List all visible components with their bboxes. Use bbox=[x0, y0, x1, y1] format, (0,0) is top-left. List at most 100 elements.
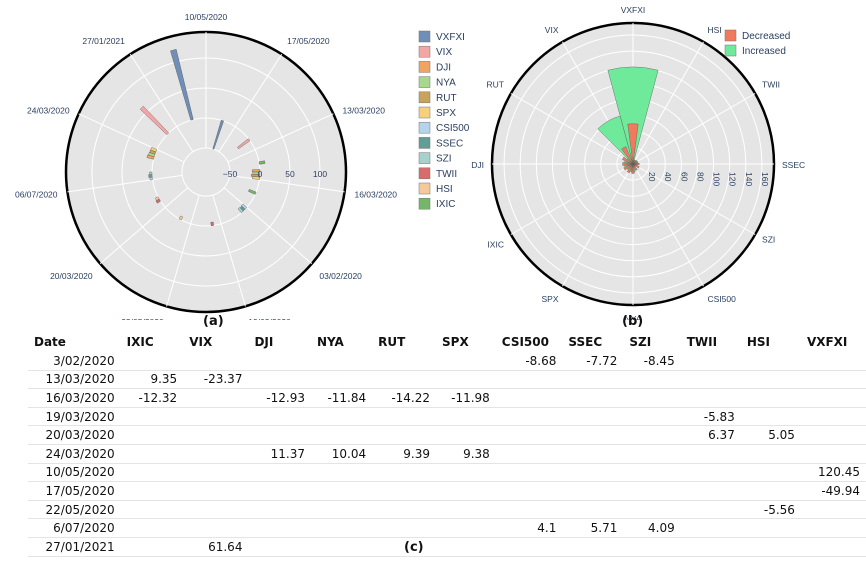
table-cell-vxfxi bbox=[800, 352, 866, 371]
table-cell-nya bbox=[310, 537, 373, 557]
table-cell-spx bbox=[436, 481, 496, 501]
table-cell-hsi: -5.56 bbox=[740, 500, 801, 520]
table-cell-ssec: 5.71 bbox=[562, 518, 624, 538]
bar-vxfxi-17-05-2020 bbox=[212, 119, 224, 150]
table-cell-szi bbox=[623, 388, 681, 408]
table-cell-csi500 bbox=[495, 463, 563, 483]
table-cell-ixic bbox=[120, 537, 184, 557]
table-cell-nya bbox=[310, 518, 373, 538]
table-cell-rut bbox=[372, 481, 437, 501]
table-cell-nya bbox=[310, 352, 373, 371]
angular-label: 27/01/2021 bbox=[82, 36, 125, 46]
radial-tick-label: 120 bbox=[728, 172, 738, 186]
legend-swatch-vxfxi bbox=[418, 30, 431, 43]
column-header-twii: TWII bbox=[686, 335, 718, 349]
table-row: 24/03/2020 11.37 10.04 9.39 9.38 bbox=[28, 444, 866, 464]
table-cell-dji bbox=[248, 352, 311, 371]
row-date-cell: 27/01/2021 bbox=[28, 537, 121, 557]
legend-label-vix: VIX bbox=[436, 47, 452, 58]
table-cell-dji bbox=[248, 463, 311, 483]
radial-tick-label: 20 bbox=[647, 172, 657, 182]
panel-label-a: (a) bbox=[203, 314, 224, 329]
bar-szi-03-02-2020 bbox=[237, 207, 244, 214]
table-cell-dji bbox=[248, 425, 311, 445]
table-cell-ssec: -7.72 bbox=[562, 352, 624, 371]
radial-tick-label: 50 bbox=[285, 169, 295, 179]
angular-label: 24/03/2020 bbox=[27, 106, 70, 116]
table-cell-nya bbox=[310, 425, 373, 445]
angular-label: 17/05/2020 bbox=[287, 36, 330, 46]
table-cell-csi500 bbox=[495, 500, 563, 520]
legend-swatch-hsi bbox=[418, 182, 431, 195]
angular-label: 13/03/2020 bbox=[342, 106, 385, 116]
category-label-szi: SZI bbox=[762, 235, 775, 245]
legend-swatch-szi bbox=[418, 152, 431, 164]
table-cell-csi500 bbox=[495, 388, 563, 408]
category-label-ssec: SSEC bbox=[782, 160, 805, 170]
table-cell-vxfxi bbox=[800, 388, 866, 408]
angular-gridline bbox=[510, 163, 634, 235]
table-cell-hsi bbox=[740, 444, 801, 464]
table-cell-rut: -14.22 bbox=[372, 388, 437, 408]
table-cell-ssec bbox=[562, 444, 624, 464]
table-cell-szi: 4.09 bbox=[623, 518, 681, 538]
table-cell-dji bbox=[248, 481, 311, 501]
bar-csi500-03-02-2020 bbox=[241, 203, 248, 210]
angular-gridline bbox=[129, 53, 194, 153]
column-header-vix: VIX bbox=[189, 335, 213, 349]
legend-label-nya: NYA bbox=[436, 78, 456, 89]
table-cell-nya: 10.04 bbox=[310, 444, 373, 464]
table-cell-vxfxi: 120.45 bbox=[800, 463, 866, 483]
angular-gridline bbox=[632, 93, 756, 165]
angular-gridline bbox=[510, 93, 634, 165]
table-cell-vxfxi bbox=[800, 370, 866, 390]
angular-gridline bbox=[632, 163, 756, 235]
legend-swatch-dji bbox=[418, 61, 431, 73]
category-label-rut: RUT bbox=[486, 80, 503, 90]
legend-swatch-rut bbox=[418, 91, 431, 104]
table-cell-dji bbox=[248, 370, 311, 390]
chart-b-polar: VXFXI HSI TWII SSEC SZI CSI500 NYA SPX IXIC DJI RU… bbox=[471, 5, 805, 320]
table-cell-hsi bbox=[740, 370, 801, 390]
table-cell-dji bbox=[248, 537, 311, 557]
bar-ixic-13-03-2020 bbox=[258, 160, 266, 165]
legend-label-decreased: Decreased bbox=[742, 31, 790, 42]
bar-hsi-22-05-2020 bbox=[178, 215, 184, 221]
angular-gridline bbox=[562, 163, 634, 287]
category-label-csi500: CSI500 bbox=[708, 294, 737, 304]
table-cell-hsi: 5.05 bbox=[740, 425, 801, 445]
bar-spx-24-03-2020 bbox=[150, 146, 158, 153]
bar-vix-27-01-2021 bbox=[139, 105, 170, 136]
table-cell-vix bbox=[183, 500, 249, 520]
angular-gridline bbox=[99, 187, 189, 265]
radial-tick-label: 0 bbox=[258, 169, 263, 179]
angular-gridline bbox=[632, 163, 704, 287]
angular-label: 10/05/2020 bbox=[185, 12, 228, 22]
category-label-ixic: IXIC bbox=[487, 240, 504, 250]
bar-twii-19-03-2020 bbox=[210, 221, 214, 226]
table-cell-nya bbox=[310, 407, 373, 427]
column-header-szi: SZI bbox=[629, 335, 652, 349]
column-header-rut: RUT bbox=[378, 335, 406, 349]
table-cell-vxfxi bbox=[800, 537, 866, 557]
table-cell-twii: -5.83 bbox=[680, 407, 741, 427]
table-cell-vix: -23.37 bbox=[183, 370, 249, 390]
table-cell-csi500 bbox=[495, 407, 563, 427]
row-date-cell: 20/03/2020 bbox=[28, 425, 121, 445]
radial-tick-label: 140 bbox=[744, 172, 754, 186]
table-cell-ssec bbox=[562, 370, 624, 390]
radial-tick-label: 60 bbox=[679, 172, 689, 182]
column-header-spx: SPX bbox=[442, 335, 469, 349]
column-header-ixic: IXIC bbox=[126, 335, 154, 349]
angular-gridline bbox=[223, 187, 313, 265]
angular-label: 19/03/2020 bbox=[248, 317, 291, 320]
table-cell-spx bbox=[436, 352, 496, 371]
angular-label: 03/02/2020 bbox=[319, 271, 362, 281]
angular-gridline bbox=[212, 194, 246, 307]
legend-swatch-twii bbox=[418, 167, 431, 180]
table-cell-ssec bbox=[562, 407, 624, 427]
table-cell-csi500: 4.1 bbox=[495, 518, 563, 538]
legend-label-ixic: IXIC bbox=[436, 199, 455, 210]
table-cell-szi: -8.45 bbox=[623, 352, 681, 371]
bar-decreased-vix bbox=[621, 146, 634, 165]
